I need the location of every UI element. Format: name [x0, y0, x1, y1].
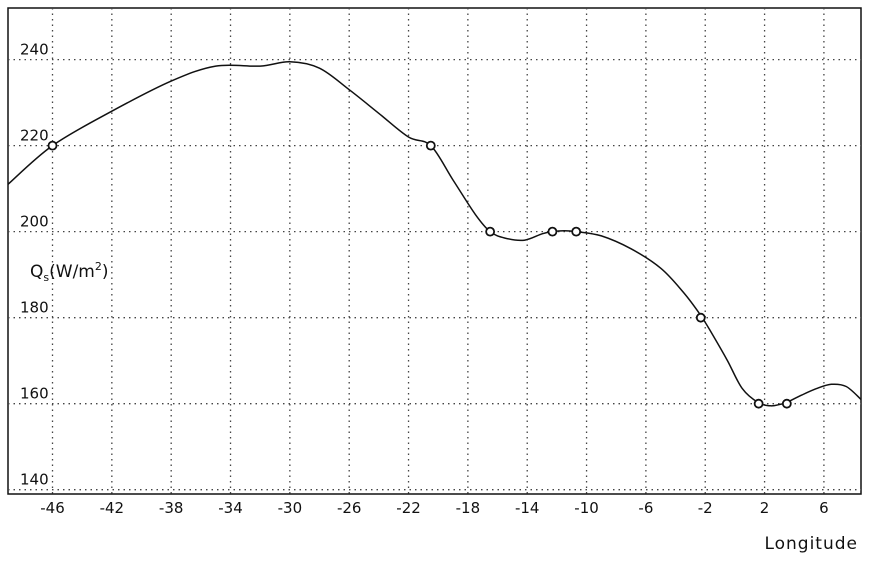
- series-line: [7, 61, 862, 407]
- y-axis-label: Qs(W/m2): [30, 260, 109, 284]
- x-tick-label: -22: [396, 499, 421, 517]
- data-point: [781, 398, 792, 409]
- x-tick-label: -38: [159, 499, 184, 517]
- x-axis-label: Longitude: [764, 534, 858, 554]
- plot-area: [7, 7, 862, 495]
- x-tick-label: 6: [819, 499, 829, 517]
- y-tick-label: 240: [20, 41, 49, 59]
- grid: [8, 8, 861, 494]
- x-tick-label: -14: [515, 499, 540, 517]
- x-tick-label: -18: [456, 499, 481, 517]
- x-tick-label: -46: [40, 499, 65, 517]
- y-tick-label: 200: [20, 213, 49, 231]
- x-tick-label: -42: [100, 499, 125, 517]
- y-tick-labels: 140 160 180 200 220 240: [20, 41, 49, 489]
- x-tick-label: -2: [698, 499, 713, 517]
- y-tick-label: 220: [20, 127, 49, 145]
- data-point: [571, 226, 582, 237]
- x-tick-label: -30: [278, 499, 303, 517]
- series-markers: [47, 140, 792, 409]
- data-point: [485, 226, 496, 237]
- data-point: [47, 140, 58, 151]
- data-point: [695, 312, 706, 323]
- data-point: [547, 226, 558, 237]
- data-point: [753, 398, 764, 409]
- y-tick-label: 140: [20, 471, 49, 489]
- x-tick-label: -26: [337, 499, 362, 517]
- data-point: [425, 140, 436, 151]
- y-tick-label: 160: [20, 385, 49, 403]
- x-tick-label: 2: [760, 499, 770, 517]
- x-tick-label: -10: [574, 499, 599, 517]
- x-tick-label: -34: [218, 499, 243, 517]
- y-tick-label: 180: [20, 299, 49, 317]
- x-tick-labels: -46 -42 -38 -34 -30 -26 -22 -18 -14 -10 -6 -2 2 6: [40, 499, 828, 517]
- x-tick-label: -6: [638, 499, 653, 517]
